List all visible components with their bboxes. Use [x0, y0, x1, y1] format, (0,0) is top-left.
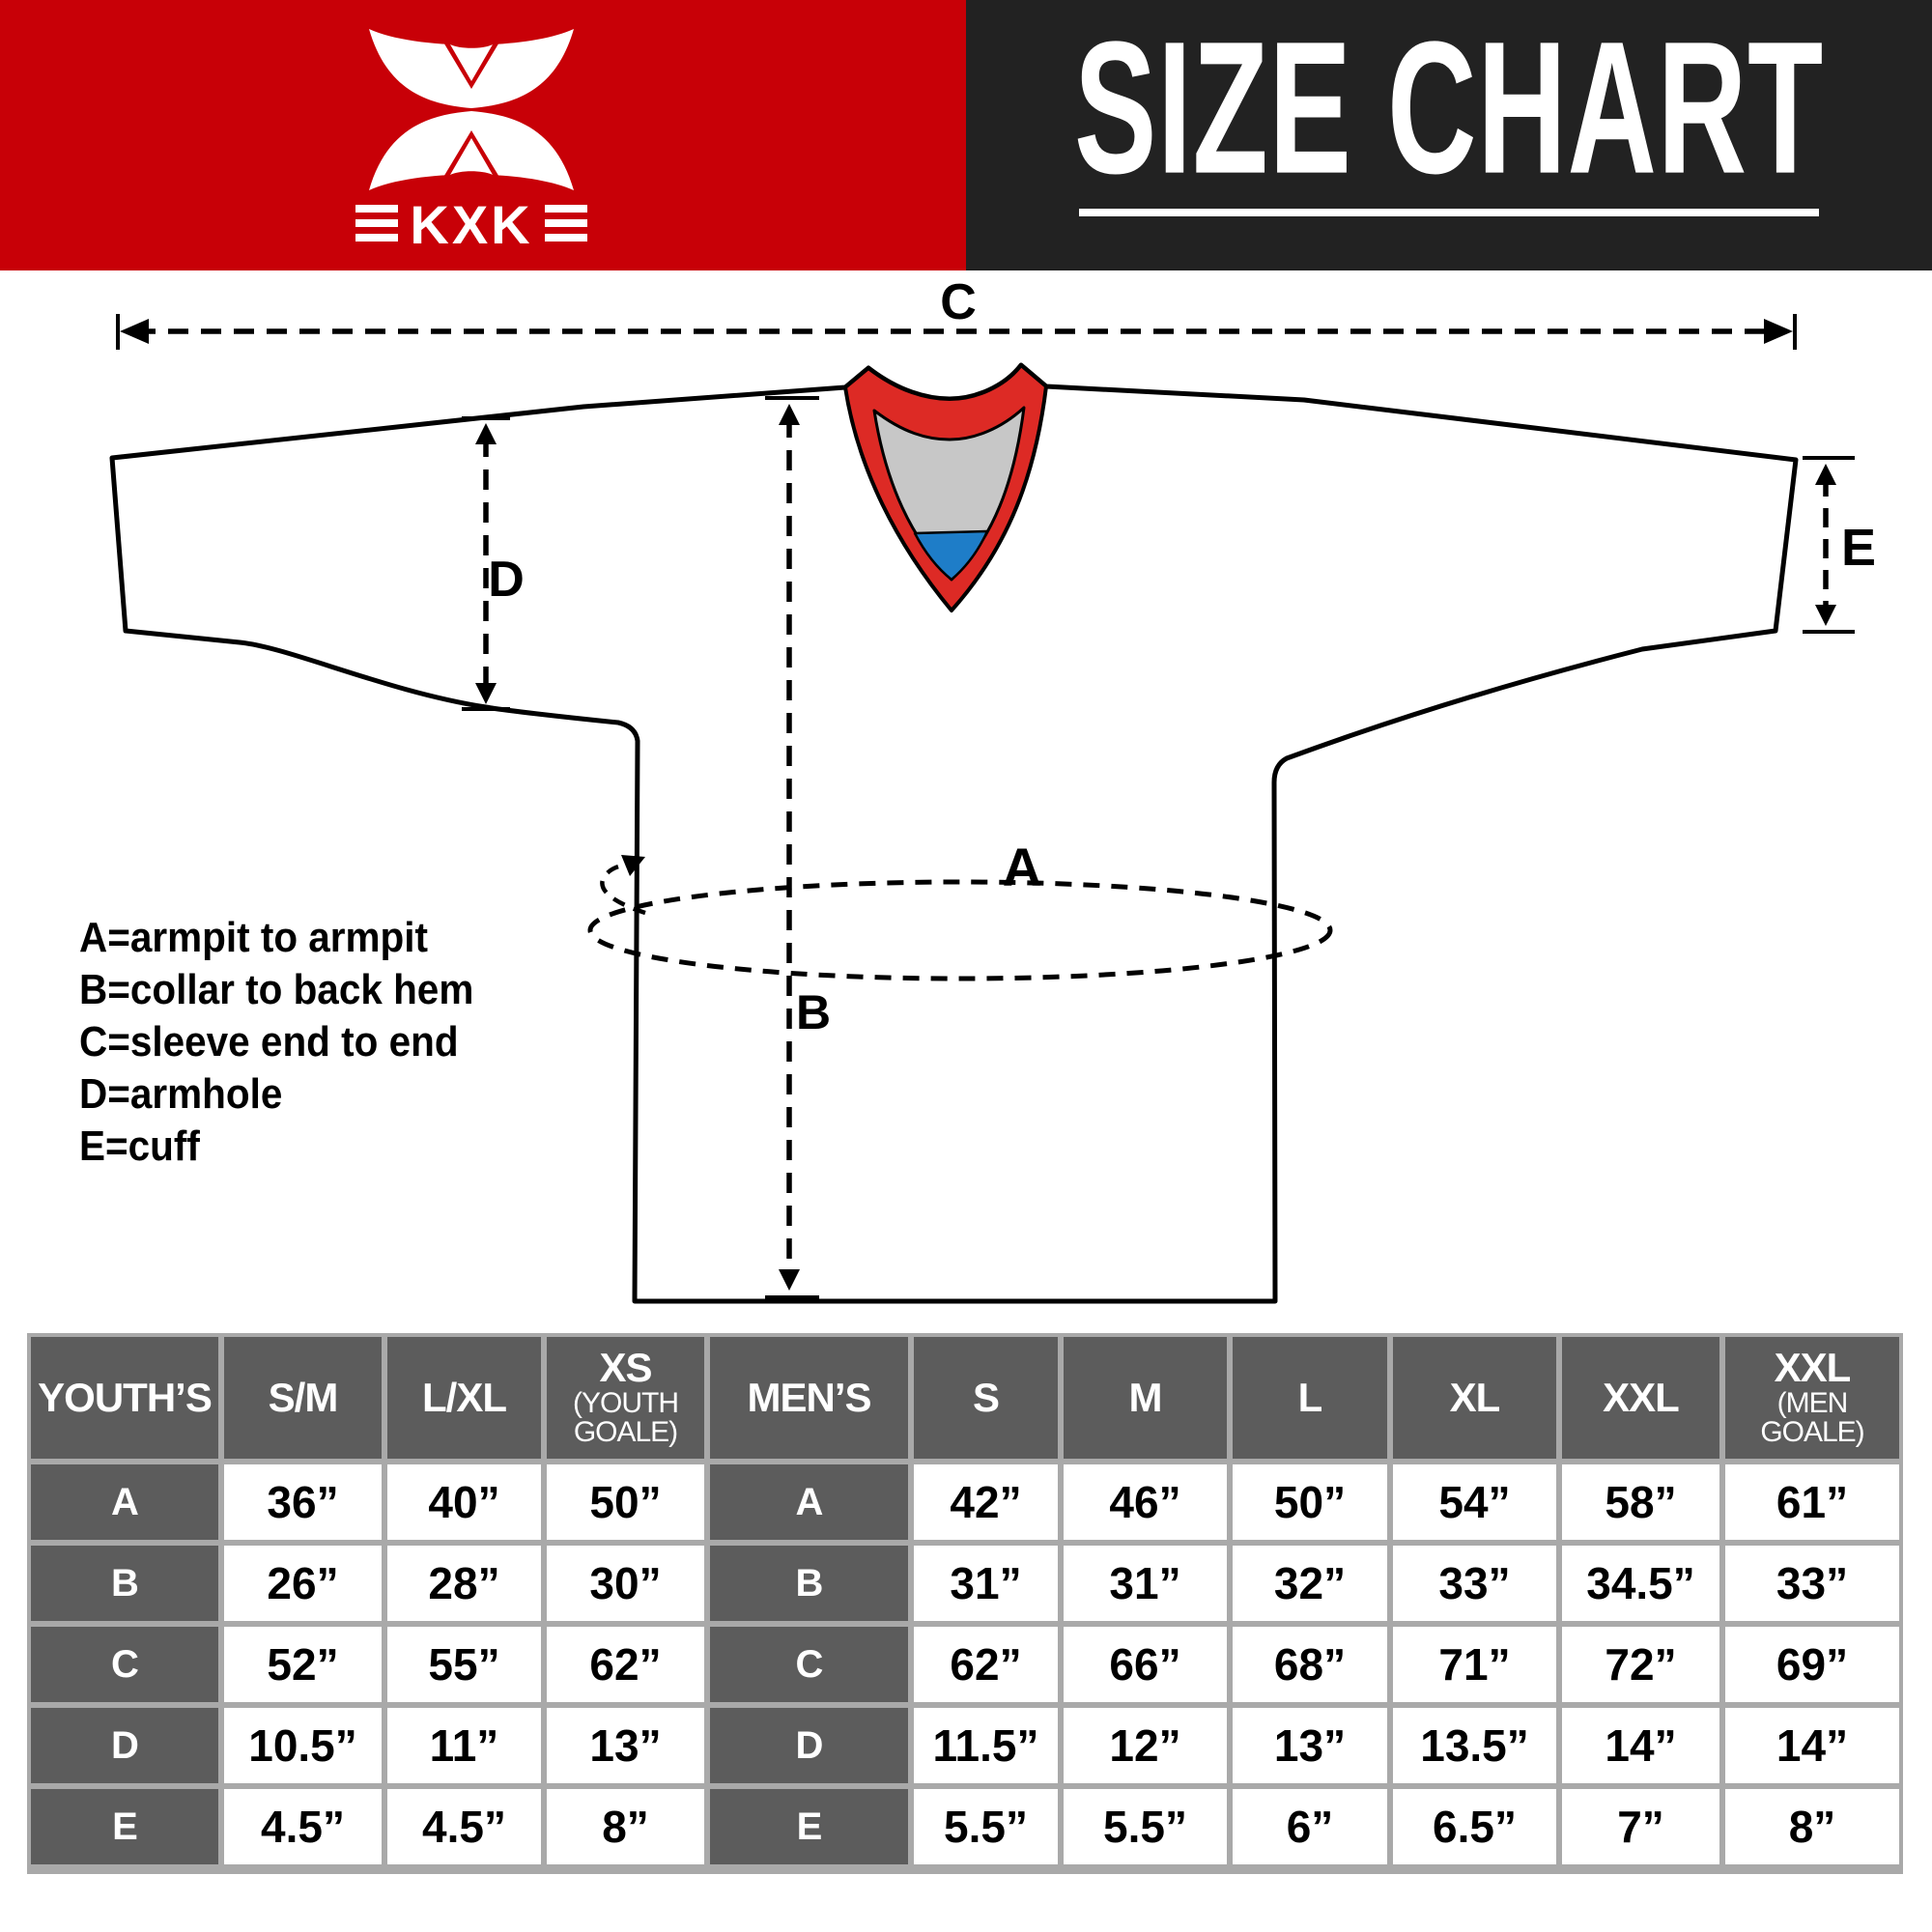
cell-d-youth-sm: 10.5” — [224, 1708, 382, 1783]
measure-arrow-b — [765, 396, 819, 1299]
row-label-e-youth: E — [31, 1789, 218, 1864]
kxk-logo-icon: KXK — [355, 29, 587, 255]
row-label-a-mens: A — [710, 1464, 908, 1540]
row-label-c-mens: C — [710, 1627, 908, 1702]
col-header-mens-goalie: XXL (MEN GOALE) — [1725, 1337, 1899, 1459]
row-label-d-mens: D — [710, 1708, 908, 1783]
row-label-a-youth: A — [31, 1464, 218, 1540]
cell-a-mens-goalie: 61” — [1725, 1464, 1899, 1540]
col-header-mens-xxl: XXL — [1562, 1337, 1719, 1459]
col-header-mens-m: M — [1064, 1337, 1227, 1459]
collar-bottom-blue — [913, 529, 989, 582]
cell-a-youth-lxl: 40” — [387, 1464, 541, 1540]
page-title: SIZE CHART — [1074, 1, 1824, 213]
title-panel: SIZE CHART — [966, 0, 1932, 270]
brand-name: KXK — [410, 194, 532, 255]
col-header-youths: YOUTH’S — [31, 1337, 218, 1459]
row-label-b-mens: B — [710, 1546, 908, 1621]
col-header-mens-xl: XL — [1393, 1337, 1556, 1459]
col-header-mens-s: S — [914, 1337, 1058, 1459]
jersey-drawing: C D B — [109, 274, 1876, 1304]
cell-d-mens-xl: 13.5” — [1393, 1708, 1556, 1783]
jersey-measurement-diagram: C D B — [0, 270, 1932, 1333]
row-label-c-youth: C — [31, 1627, 218, 1702]
cell-c-mens-l: 68” — [1233, 1627, 1387, 1702]
cell-d-mens-goalie: 14” — [1725, 1708, 1899, 1783]
cell-b-mens-xxl: 34.5” — [1562, 1546, 1719, 1621]
cell-a-youth-sm: 36” — [224, 1464, 382, 1540]
cell-e-mens-m: 5.5” — [1064, 1789, 1227, 1864]
col-header-youth-lxl: L/XL — [387, 1337, 541, 1459]
cell-e-mens-xxl: 7” — [1562, 1789, 1719, 1864]
cell-b-mens-s: 31” — [914, 1546, 1058, 1621]
cell-c-youth-lxl: 55” — [387, 1627, 541, 1702]
cell-e-mens-s: 5.5” — [914, 1789, 1058, 1864]
cell-e-youth-sm: 4.5” — [224, 1789, 382, 1864]
cell-b-mens-xl: 33” — [1393, 1546, 1556, 1621]
cell-c-mens-goalie: 69” — [1725, 1627, 1899, 1702]
cell-a-mens-s: 42” — [914, 1464, 1058, 1540]
cell-c-mens-m: 66” — [1064, 1627, 1227, 1702]
col-header-youth-sm: S/M — [224, 1337, 382, 1459]
cell-c-mens-s: 62” — [914, 1627, 1058, 1702]
cell-d-youth-lxl: 11” — [387, 1708, 541, 1783]
cell-a-mens-xxl: 58” — [1562, 1464, 1719, 1540]
legend-line-e: E=cuff — [79, 1122, 200, 1170]
measure-arrow-e — [1803, 456, 1855, 634]
legend-line-c: C=sleeve end to end — [79, 1018, 459, 1065]
measure-ellipse-a — [587, 855, 1333, 981]
legend-line-b: B=collar to back hem — [79, 966, 474, 1013]
cell-e-mens-goalie: 8” — [1725, 1789, 1899, 1864]
measure-arrow-d — [462, 416, 510, 711]
col-header-youth-goalie: XS (YOUTH GOALE) — [547, 1337, 704, 1459]
cell-d-mens-s: 11.5” — [914, 1708, 1058, 1783]
top-banner: KXK SIZE CHART — [0, 0, 1932, 270]
col-header-mens: MEN’S — [710, 1337, 908, 1459]
cell-c-youth-goalie: 62” — [547, 1627, 704, 1702]
row-label-b-youth: B — [31, 1546, 218, 1621]
title-underline — [1079, 209, 1819, 216]
row-label-d-youth: D — [31, 1708, 218, 1783]
cell-e-youth-goalie: 8” — [547, 1789, 704, 1864]
cell-d-mens-l: 13” — [1233, 1708, 1387, 1783]
cell-e-mens-xl: 6.5” — [1393, 1789, 1556, 1864]
cell-d-mens-m: 12” — [1064, 1708, 1227, 1783]
measure-label-b: B — [796, 985, 831, 1039]
measurement-legend: A=armpit to armpit B=collar to back hem … — [79, 912, 473, 1173]
cell-b-youth-sm: 26” — [224, 1546, 382, 1621]
cell-c-mens-xl: 71” — [1393, 1627, 1556, 1702]
measure-label-d: D — [488, 552, 525, 608]
row-label-e-mens: E — [710, 1789, 908, 1864]
measure-label-a: A — [1003, 837, 1041, 897]
measure-arrow-c — [116, 314, 1797, 350]
cell-b-mens-l: 32” — [1233, 1546, 1387, 1621]
cell-a-mens-m: 46” — [1064, 1464, 1227, 1540]
cell-a-youth-goalie: 50” — [547, 1464, 704, 1540]
cell-b-youth-goalie: 30” — [547, 1546, 704, 1621]
logo-side-bars-icon — [355, 205, 587, 242]
cell-a-mens-l: 50” — [1233, 1464, 1387, 1540]
brand-panel: KXK — [0, 0, 966, 270]
cell-e-youth-lxl: 4.5” — [387, 1789, 541, 1864]
cell-c-mens-xxl: 72” — [1562, 1627, 1719, 1702]
legend-line-a: A=armpit to armpit — [79, 914, 428, 961]
size-table: YOUTH’S S/M L/XL XS (YOUTH GOALE) MEN’S … — [27, 1333, 1903, 1874]
collar-inner-gray — [872, 406, 1026, 582]
cell-b-youth-lxl: 28” — [387, 1546, 541, 1621]
cell-d-mens-xxl: 14” — [1562, 1708, 1719, 1783]
cell-d-youth-goalie: 13” — [547, 1708, 704, 1783]
cell-b-mens-goalie: 33” — [1725, 1546, 1899, 1621]
measure-label-e: E — [1841, 519, 1876, 577]
cell-c-youth-sm: 52” — [224, 1627, 382, 1702]
legend-line-d: D=armhole — [79, 1070, 283, 1118]
cell-e-mens-l: 6” — [1233, 1789, 1387, 1864]
cell-b-mens-m: 31” — [1064, 1546, 1227, 1621]
col-header-mens-l: L — [1233, 1337, 1387, 1459]
measure-label-c: C — [940, 274, 977, 330]
cell-a-mens-xl: 54” — [1393, 1464, 1556, 1540]
